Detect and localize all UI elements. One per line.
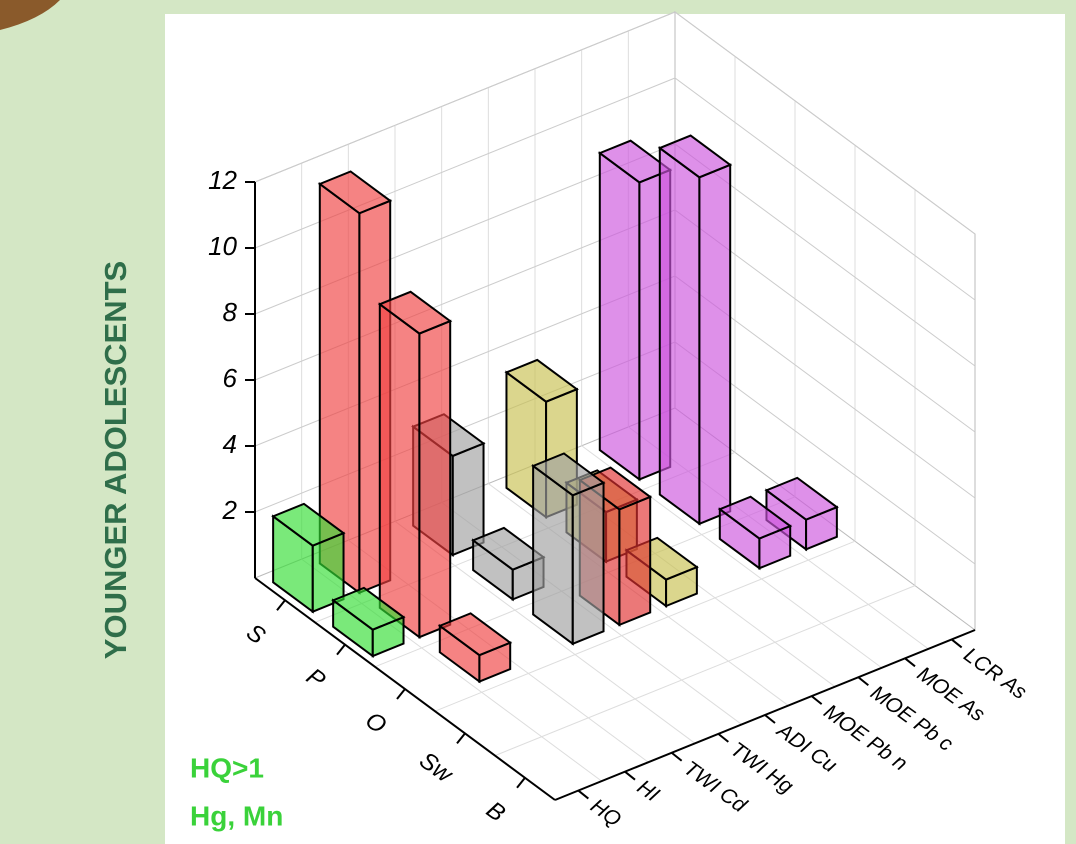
bar-face	[419, 321, 450, 637]
bar-face	[619, 497, 650, 625]
y-tick-label: 4	[223, 429, 237, 459]
note: HQ>1	[190, 752, 264, 783]
bar-face	[699, 165, 730, 524]
note: Hg, Mn	[190, 800, 283, 831]
decoration	[0, 0, 60, 30]
slide: 24681012SPOSwBHQHITWI CdTWI HgADI CuMOE …	[0, 0, 1076, 844]
chart: 24681012SPOSwBHQHITWI CdTWI HgADI CuMOE …	[0, 0, 1076, 844]
bar-face	[533, 466, 573, 644]
y-tick-label: 6	[223, 363, 238, 393]
bar-face	[600, 153, 640, 479]
y-tick-label: 2	[222, 495, 238, 525]
y-tick-label: 12	[208, 165, 237, 195]
bar-face	[660, 148, 700, 524]
bar-face	[380, 304, 420, 637]
side-title: YOUNGER ADOLESCENTS	[98, 261, 133, 659]
bar-face	[573, 483, 604, 644]
y-tick-label: 8	[223, 297, 238, 327]
y-tick-label: 10	[208, 231, 237, 261]
